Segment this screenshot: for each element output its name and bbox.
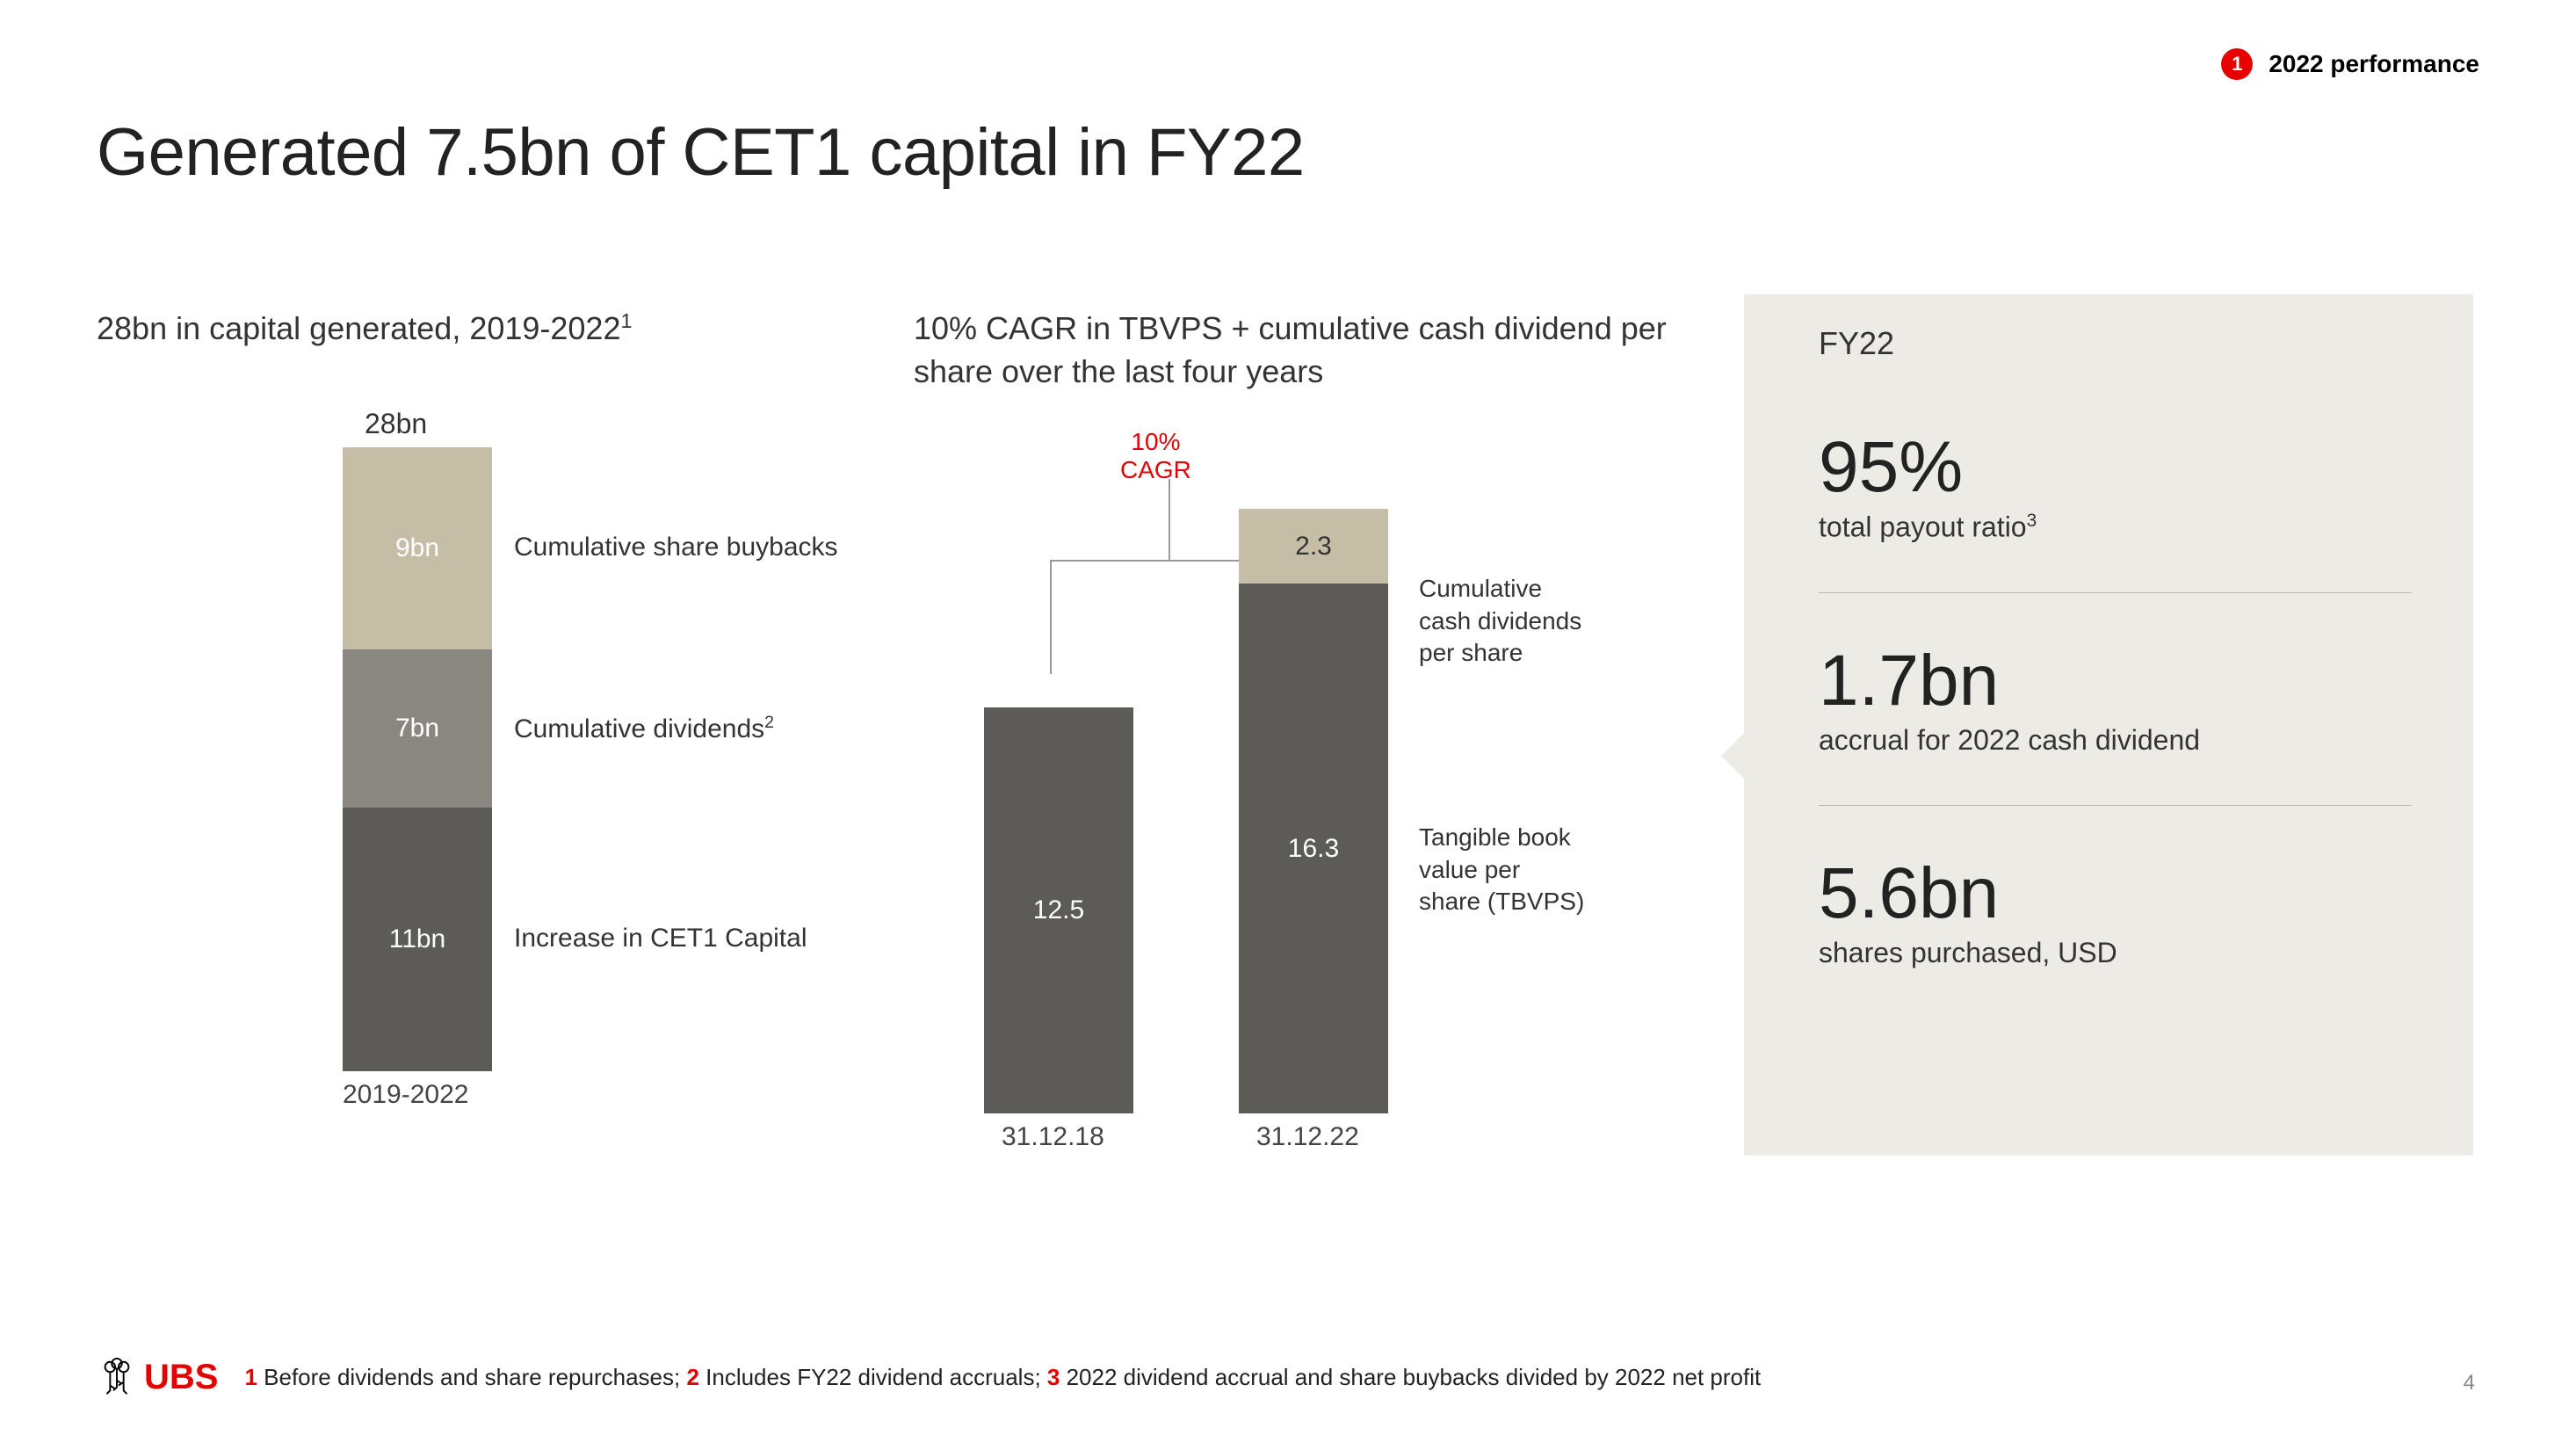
- keys-icon: [97, 1357, 137, 1397]
- page-number: 4: [2464, 1371, 2475, 1396]
- grouped-bar: 12.5: [984, 707, 1133, 1114]
- fy-label: FY22: [1819, 325, 2412, 362]
- cagr-label-bot: CAGR: [1120, 456, 1191, 483]
- bar-segment: 2.3: [1239, 509, 1388, 584]
- metric-value: 5.6bn: [1819, 854, 2412, 933]
- stacked-bar-x-label: 2019-2022: [343, 1080, 468, 1110]
- stack-segment: 11bn: [343, 808, 492, 1071]
- bar-side-label: Tangible bookvalue pershare (TBVPS): [1419, 822, 1665, 917]
- metric-description: total payout ratio3: [1819, 511, 2412, 544]
- section-tag: 1 2022 performance: [2221, 48, 2479, 80]
- ubs-wordmark: UBS: [144, 1358, 218, 1397]
- stacked-bar-labels: Cumulative share buybacks Cumulative divi…: [514, 447, 901, 1071]
- metric-divider: [1819, 592, 2412, 593]
- section-number-badge: 1: [2221, 48, 2253, 80]
- footnotes: 1 Before dividends and share repurchases…: [244, 1364, 1761, 1391]
- left-column: 28bn in capital generated, 2019-20221 28…: [97, 308, 817, 1128]
- capital-generated-chart: 28bn 9bn7bn11bn Cumulative share buyback…: [97, 408, 817, 1128]
- bar-side-label: Cumulativecash dividendsper share: [1419, 573, 1665, 669]
- cagr-label: 10% CAGR: [1120, 428, 1191, 484]
- metric-divider: [1819, 805, 2412, 806]
- middle-column: 10% CAGR in TBVPS + cumulative cash divi…: [914, 308, 1687, 1171]
- stack-segment-label: Cumulative share buybacks: [514, 533, 838, 562]
- metric-description: accrual for 2022 cash dividend: [1819, 724, 2412, 757]
- bar-segment: 12.5: [984, 707, 1133, 1114]
- metric-value: 95%: [1819, 428, 2412, 507]
- metric: 5.6bn shares purchased, USD: [1819, 854, 2412, 969]
- stack-segment-label: Cumulative dividends2: [514, 713, 774, 744]
- stack-total-label: 28bn: [365, 408, 427, 440]
- cagr-tick-left: [1050, 560, 1052, 674]
- slide: 1 2022 performance Generated 7.5bn of CE…: [0, 0, 2576, 1450]
- metric-value: 1.7bn: [1819, 642, 2412, 721]
- mid-subtitle: 10% CAGR in TBVPS + cumulative cash divi…: [914, 308, 1687, 393]
- cagr-label-top: 10%: [1131, 428, 1180, 455]
- left-subtitle-text: 28bn in capital generated, 2019-2022: [97, 310, 620, 346]
- section-label: 2022 performance: [2268, 50, 2479, 78]
- footer: UBS 1 Before dividends and share repurch…: [97, 1357, 2479, 1397]
- stack-segment-label: Increase in CET1 Capital: [514, 924, 807, 953]
- page-title: Generated 7.5bn of CET1 capital in FY22: [97, 114, 1305, 191]
- bar-segment: 16.3: [1239, 584, 1388, 1113]
- metric-description: shares purchased, USD: [1819, 937, 2412, 969]
- cagr-connector-vertical: [1169, 479, 1170, 562]
- group-x-label-0: 31.12.18: [1002, 1122, 1104, 1152]
- metric: 95% total payout ratio3: [1819, 428, 2412, 544]
- stacked-bar: 9bn7bn11bn: [343, 447, 492, 1071]
- group-x-label-1: 31.12.22: [1256, 1122, 1359, 1152]
- left-subtitle: 28bn in capital generated, 2019-20221: [97, 308, 817, 351]
- tbvps-chart: 10% CAGR 12.5 2.316.3 Cumulativecash divi…: [914, 419, 1687, 1171]
- stack-segment: 9bn: [343, 447, 492, 649]
- grouped-bar: 2.316.3: [1239, 509, 1388, 1113]
- right-panel: FY22 95% total payout ratio3 1.7bnaccrual …: [1744, 294, 2473, 1156]
- stack-segment: 7bn: [343, 649, 492, 808]
- metrics-list: 95% total payout ratio3 1.7bnaccrual for 2…: [1819, 428, 2412, 969]
- metric: 1.7bnaccrual for 2022 cash dividend: [1819, 642, 2412, 757]
- left-subtitle-sup: 1: [620, 309, 632, 332]
- ubs-logo: UBS: [97, 1357, 218, 1397]
